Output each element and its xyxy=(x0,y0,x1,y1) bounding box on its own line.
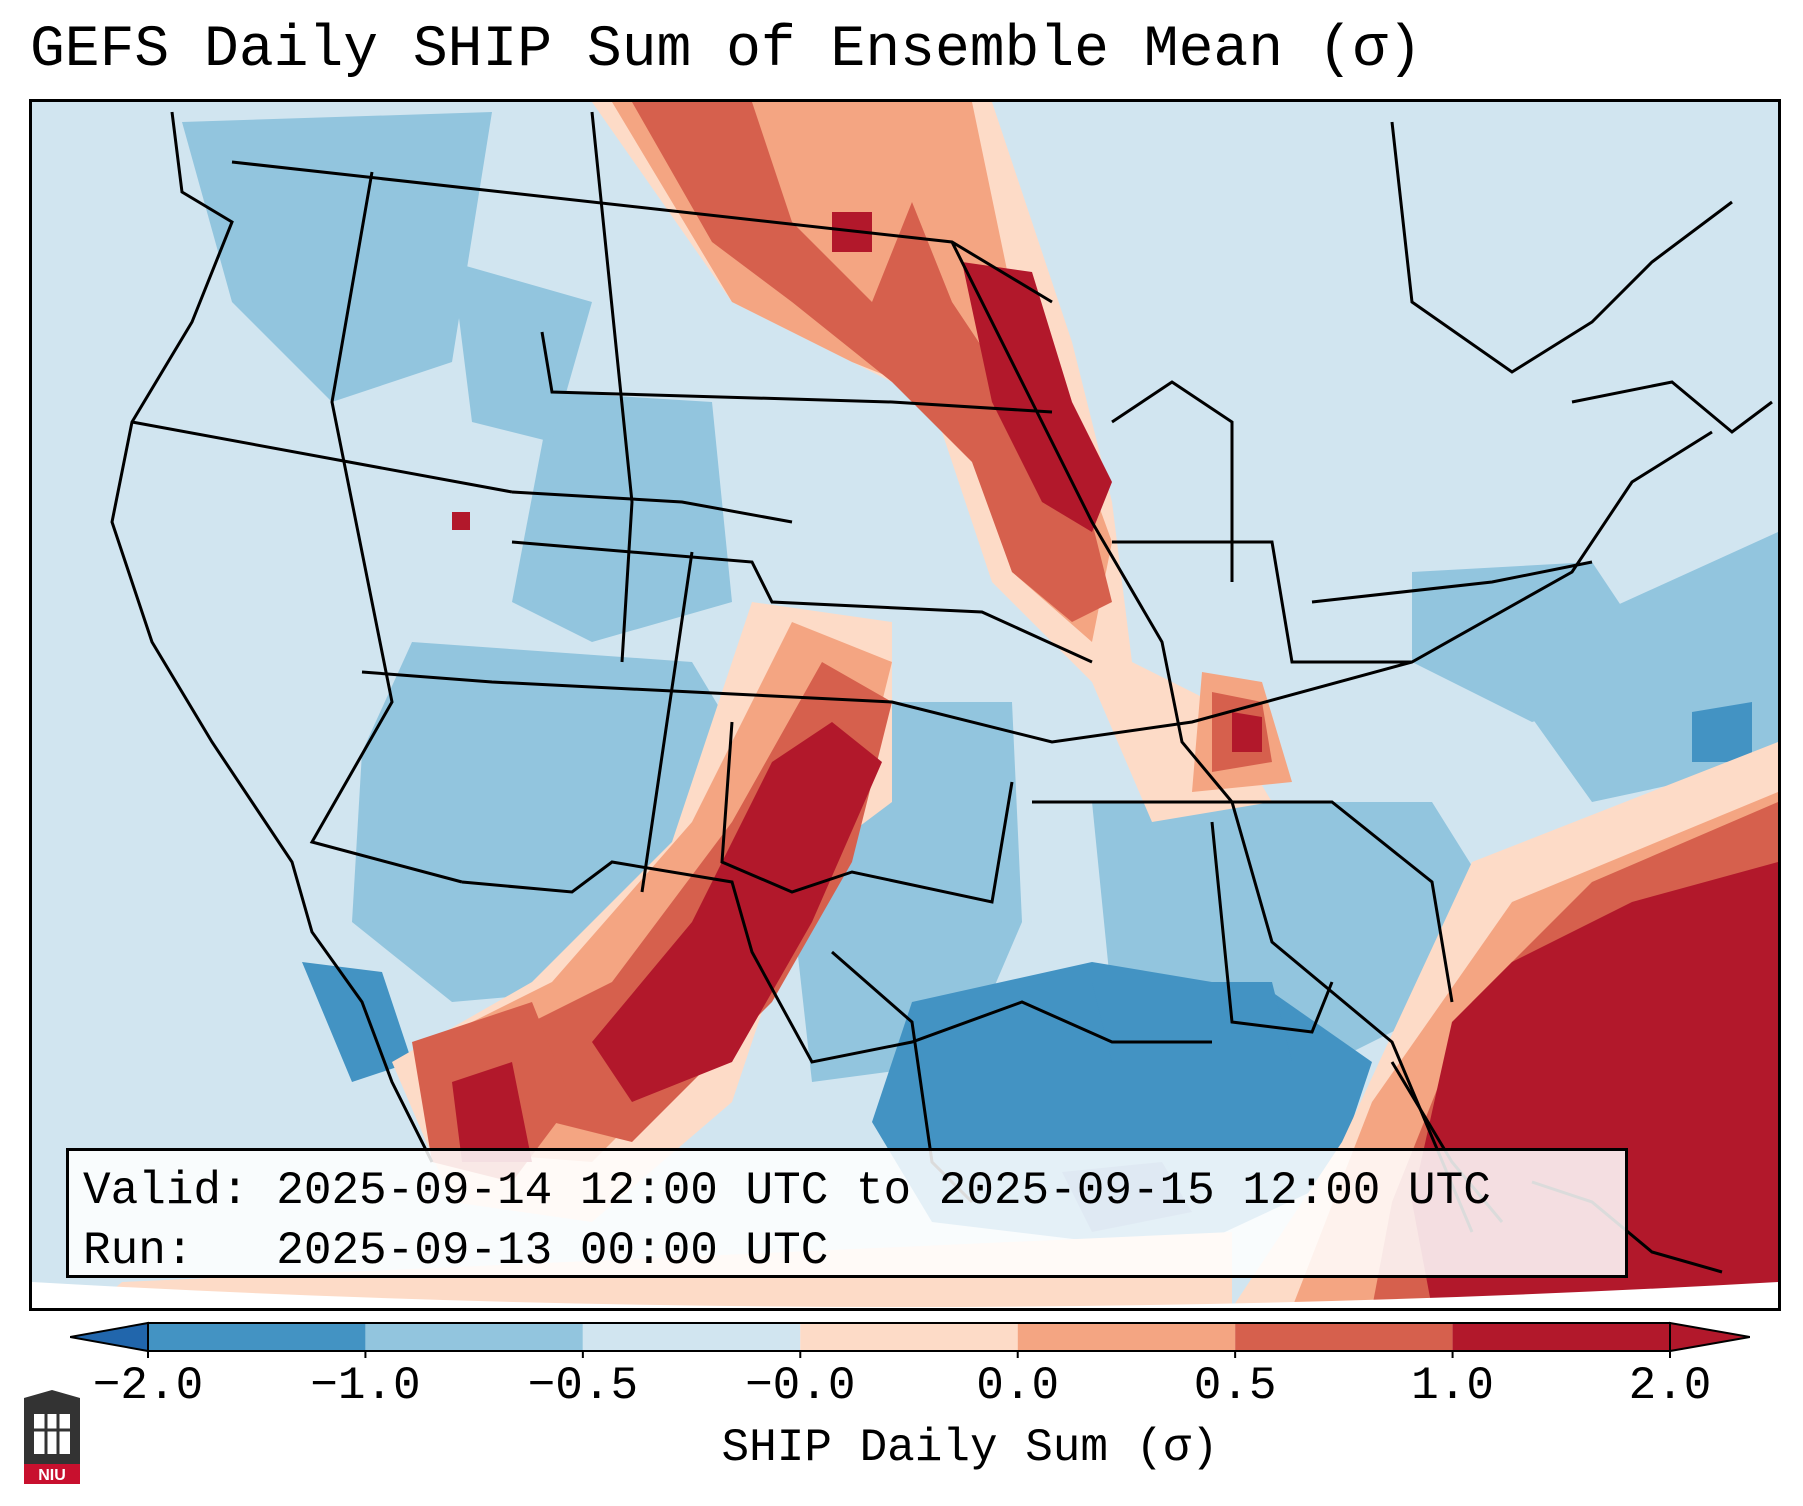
colorbar xyxy=(70,1321,1750,1358)
boundaries xyxy=(110,111,1773,1274)
colorbar-segment xyxy=(148,1323,366,1351)
colorbar-tick-label: −0.0 xyxy=(745,1360,856,1412)
logo-text: NIU xyxy=(38,1467,66,1484)
colorbar-segment xyxy=(1235,1323,1453,1351)
colorbar-segments xyxy=(70,1321,1750,1358)
colorbar-segment xyxy=(800,1323,1018,1351)
projection-edge xyxy=(32,1282,1778,1308)
colorbar-segment xyxy=(1452,1323,1670,1351)
ship-map xyxy=(32,102,1778,1308)
colorbar-tick-label: 0.0 xyxy=(976,1360,1060,1412)
colorbar-tick-label: −1.0 xyxy=(310,1360,421,1412)
valid-run-box: Valid: 2025-09-14 12:00 UTC to 2025-09-1… xyxy=(66,1148,1628,1278)
colorbar-tick-label: 1.0 xyxy=(1411,1360,1494,1412)
colorbar-tick-label: 0.5 xyxy=(1193,1360,1277,1412)
niu-logo: NIU xyxy=(24,1390,80,1484)
colorbar-outline xyxy=(147,1322,1671,1352)
map-panel xyxy=(29,99,1781,1311)
colorbar-extend-over xyxy=(1669,1321,1750,1353)
valid-time-text: Valid: 2025-09-14 12:00 UTC to 2025-09-1… xyxy=(83,1165,1491,1217)
colorbar-segment xyxy=(1017,1323,1236,1351)
map-title: GEFS Daily SHIP Sum of Ensemble Mean (σ) xyxy=(30,18,1423,83)
colorbar-tick-label: −0.5 xyxy=(527,1360,639,1412)
colorbar-segment xyxy=(365,1323,583,1351)
run-time-text: Run: 2025-09-13 00:00 UTC xyxy=(83,1225,829,1277)
colorbar-tick-label: 2.0 xyxy=(1628,1360,1712,1412)
colorbar-extend-under xyxy=(70,1321,149,1353)
colorbar-tick-label: −2.0 xyxy=(92,1360,204,1412)
colorbar-label: SHIP Daily Sum (σ) xyxy=(721,1422,1219,1474)
colorbar-segment xyxy=(582,1323,801,1351)
